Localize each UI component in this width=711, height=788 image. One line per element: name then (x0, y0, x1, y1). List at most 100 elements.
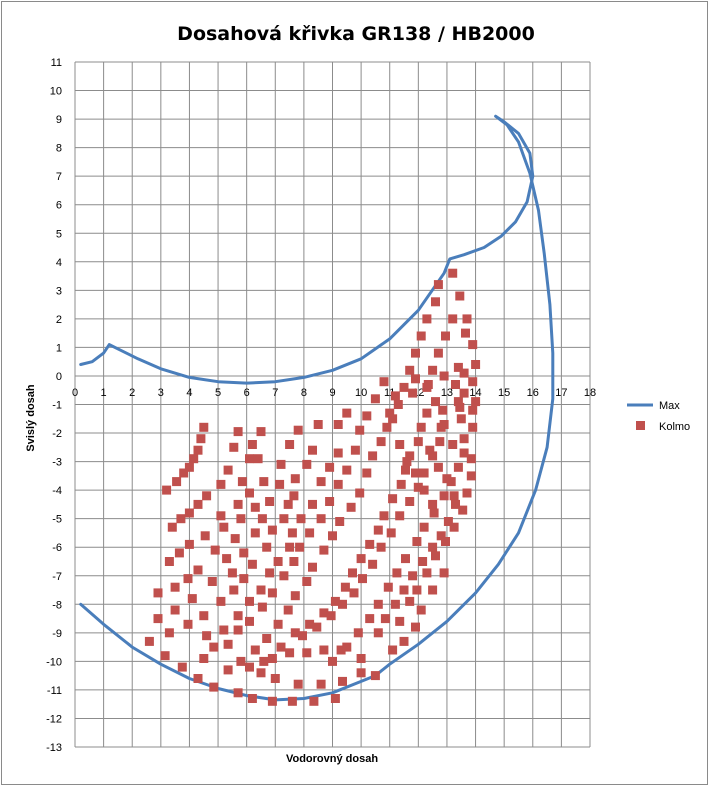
data-point-kolmo (256, 668, 266, 678)
data-point-kolmo (199, 654, 209, 663)
data-point-kolmo (422, 314, 432, 324)
y-axis-ticks: 11109876543210-1-2-3-4-5-6-7-8-9-10-11-1… (46, 57, 62, 754)
data-point-kolmo (223, 639, 233, 649)
data-point-kolmo (438, 405, 448, 415)
data-point-kolmo (418, 557, 428, 566)
x-tick-label: 2 (129, 387, 135, 399)
x-axis-label: Vodorovný dosah (286, 753, 378, 765)
data-point-kolmo (210, 545, 220, 555)
data-point-kolmo (416, 605, 426, 615)
data-point-kolmo (285, 648, 295, 658)
data-point-kolmo (305, 528, 315, 538)
data-point-kolmo (160, 651, 170, 661)
data-point-kolmo (455, 402, 465, 412)
data-point-kolmo (325, 497, 335, 506)
data-point-kolmo (319, 608, 329, 618)
data-point-kolmo (316, 514, 326, 524)
data-point-kolmo (390, 599, 400, 609)
data-point-kolmo (433, 280, 443, 290)
data-point-kolmo (239, 548, 249, 558)
data-point-kolmo (396, 479, 406, 489)
data-point-kolmo (202, 631, 212, 641)
data-point-kolmo (233, 688, 243, 698)
data-point-kolmo (236, 514, 246, 524)
data-point-kolmo (193, 674, 203, 683)
data-point-kolmo (380, 614, 390, 624)
data-point-kolmo (196, 434, 206, 444)
data-point-kolmo (153, 588, 163, 598)
data-point-kolmo (408, 571, 418, 581)
data-point-kolmo (247, 440, 257, 449)
data-point-kolmo (390, 391, 400, 401)
chart-title: Dosahová křivka GR138 / HB2000 (177, 23, 535, 45)
x-tick-label: 5 (215, 387, 221, 399)
data-point-kolmo (411, 374, 420, 384)
data-point-kolmo (183, 619, 193, 629)
data-point-kolmo (229, 585, 239, 595)
data-point-kolmo (184, 539, 194, 549)
data-point-kolmo (355, 425, 365, 435)
data-point-kolmo (187, 594, 197, 604)
legend-swatch-kolmo (636, 421, 645, 430)
data-point-kolmo (199, 422, 209, 432)
data-point-kolmo (442, 474, 452, 484)
data-point-kolmo (295, 542, 305, 552)
data-point-kolmo (250, 528, 260, 538)
data-point-kolmo (245, 662, 254, 672)
data-point-kolmo (425, 445, 435, 455)
x-tick-label: 1 (101, 387, 107, 399)
data-point-kolmo (401, 554, 410, 564)
data-point-kolmo (176, 514, 186, 524)
data-point-kolmo (256, 585, 266, 595)
data-point-kolmo (265, 497, 275, 506)
data-point-kolmo (342, 642, 352, 652)
data-point-kolmo (209, 642, 219, 652)
data-point-kolmo (428, 451, 438, 461)
data-point-kolmo (333, 420, 343, 429)
data-point-kolmo (459, 388, 469, 398)
data-point-kolmo (330, 694, 340, 703)
data-point-kolmo (219, 522, 229, 532)
data-point-kolmo (164, 557, 174, 566)
data-point-kolmo (267, 588, 277, 598)
x-tick-label: 7 (272, 387, 278, 399)
data-point-kolmo (338, 676, 347, 686)
data-point-kolmo (325, 462, 335, 472)
data-point-kolmo (223, 465, 233, 475)
data-point-kolmo (245, 616, 254, 626)
data-point-kolmo (216, 596, 226, 606)
x-tick-label: 11 (384, 387, 395, 399)
data-point-kolmo (439, 491, 449, 501)
y-tick-label: -7 (52, 571, 62, 583)
data-point-kolmo (431, 551, 440, 561)
data-point-kolmo (207, 577, 217, 586)
data-point-kolmo (429, 508, 439, 518)
data-point-kolmo (184, 462, 194, 472)
data-point-kolmo (439, 420, 449, 429)
data-point-kolmo (419, 468, 429, 478)
x-tick-label: 13 (441, 387, 453, 399)
data-point-kolmo (405, 451, 415, 461)
data-point-kolmo (419, 485, 429, 495)
data-point-kolmo (342, 408, 352, 418)
data-point-kolmo (200, 531, 210, 541)
data-point-kolmo (401, 465, 410, 475)
data-point-kolmo (349, 588, 359, 598)
data-point-kolmo (279, 514, 289, 524)
data-point-kolmo (379, 377, 389, 387)
data-point-kolmo (308, 562, 317, 572)
data-point-kolmo (439, 568, 449, 578)
data-point-kolmo (441, 331, 450, 341)
data-point-kolmo (448, 268, 458, 278)
y-tick-label: -13 (46, 742, 62, 754)
data-point-kolmo (273, 619, 283, 629)
data-point-kolmo (466, 454, 476, 464)
data-point-kolmo (431, 297, 440, 307)
series-line-max (79, 114, 555, 702)
data-point-kolmo (326, 611, 336, 621)
data-point-kolmo (302, 648, 312, 658)
data-point-kolmo (302, 459, 312, 469)
data-point-kolmo (365, 614, 375, 624)
data-point-kolmo (289, 557, 299, 566)
